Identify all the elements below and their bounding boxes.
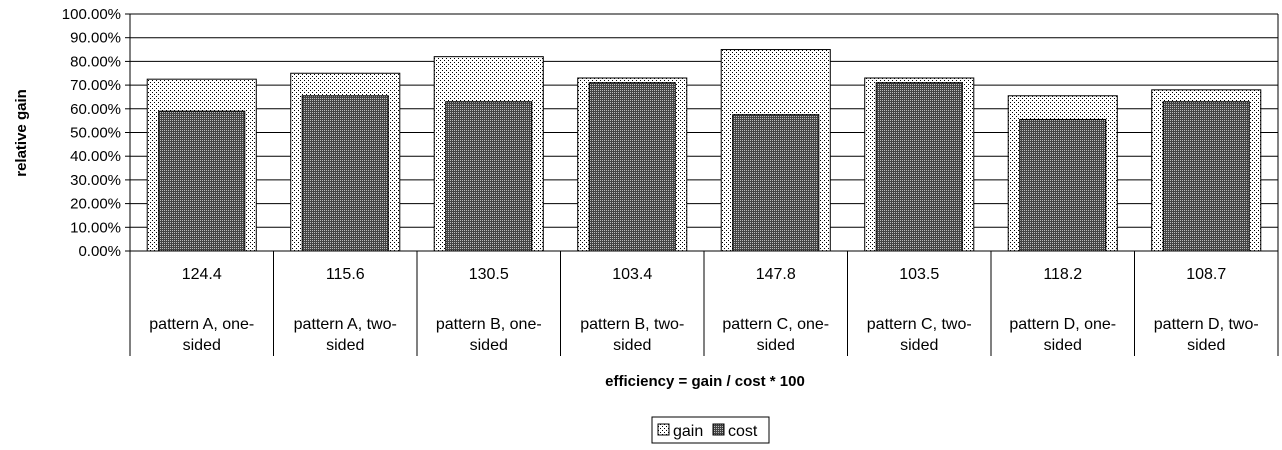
category-efficiency-label: 115.6: [326, 266, 365, 283]
legend-box: [651, 416, 770, 444]
y-tick-label: 70.00%: [70, 77, 121, 94]
category-efficiency-label: 147.8: [756, 266, 796, 283]
bar-cost: [1162, 101, 1250, 252]
y-tick-label: 50.00%: [70, 125, 121, 142]
y-tick-label: 40.00%: [70, 148, 121, 165]
y-tick-label: 10.00%: [70, 219, 121, 236]
category-name-label: pattern A, two-: [294, 316, 397, 333]
bar-cost: [732, 114, 820, 252]
category-name-label: pattern C, one-: [722, 316, 829, 333]
y-tick-label: 20.00%: [70, 196, 121, 213]
category-efficiency-label: 108.7: [1186, 266, 1226, 283]
bar-cost: [301, 95, 389, 252]
x-axis-label: efficiency = gain / cost * 100: [605, 373, 805, 390]
category-name-label: sided: [613, 337, 651, 354]
y-tick-label: 100.00%: [62, 6, 121, 23]
legend-swatch-gain: [657, 423, 670, 436]
category-labels: 124.4 pattern A, one-sided 115.6 pattern A,…: [129, 251, 1279, 356]
category-efficiency-label: 130.5: [469, 266, 509, 283]
category-name-label: pattern D, one-: [1009, 316, 1116, 333]
category-efficiency-label: 118.2: [1043, 266, 1082, 283]
category-name-label: pattern A, one-: [149, 316, 254, 333]
category-name-label: sided: [183, 337, 221, 354]
y-tick-label: 30.00%: [70, 172, 121, 189]
y-tick-label: 80.00%: [70, 53, 121, 70]
bar-cost: [875, 82, 963, 252]
y-tick-label: 90.00%: [70, 30, 121, 47]
bar-cost: [158, 110, 246, 252]
category-name-label: pattern D, two-: [1154, 316, 1259, 333]
y-tick-label: 0.00%: [78, 243, 121, 260]
category-name-label: pattern B, one-: [436, 316, 542, 333]
y-tick-labels: 100.00% 90.00% 80.00% 70.00% 60.00% 50.00% 40.…: [62, 6, 121, 260]
category-name-label: sided: [1044, 337, 1082, 354]
bar-cost: [1019, 118, 1107, 252]
category-name-label: sided: [900, 337, 938, 354]
legend-label-cost: cost: [728, 423, 758, 440]
bars: [146, 49, 1262, 252]
bar-cost: [588, 82, 676, 252]
category-name-label: sided: [757, 337, 795, 354]
y-axis-label: relative gain: [13, 89, 30, 177]
category-name-label: pattern B, two-: [580, 316, 684, 333]
category-efficiency-label: 124.4: [182, 266, 222, 283]
category-efficiency-label: 103.4: [612, 266, 652, 283]
legend-swatch-cost: [712, 423, 725, 436]
category-name-label: pattern C, two-: [867, 316, 972, 333]
legend: gain cost: [651, 416, 770, 444]
category-name-label: sided: [1187, 337, 1225, 354]
category-name-label: sided: [470, 337, 508, 354]
bar-cost: [445, 101, 533, 252]
y-tick-label: 60.00%: [70, 101, 121, 118]
category-name-label: sided: [326, 337, 364, 354]
category-efficiency-label: 103.5: [899, 266, 939, 283]
legend-label-gain: gain: [673, 423, 703, 440]
